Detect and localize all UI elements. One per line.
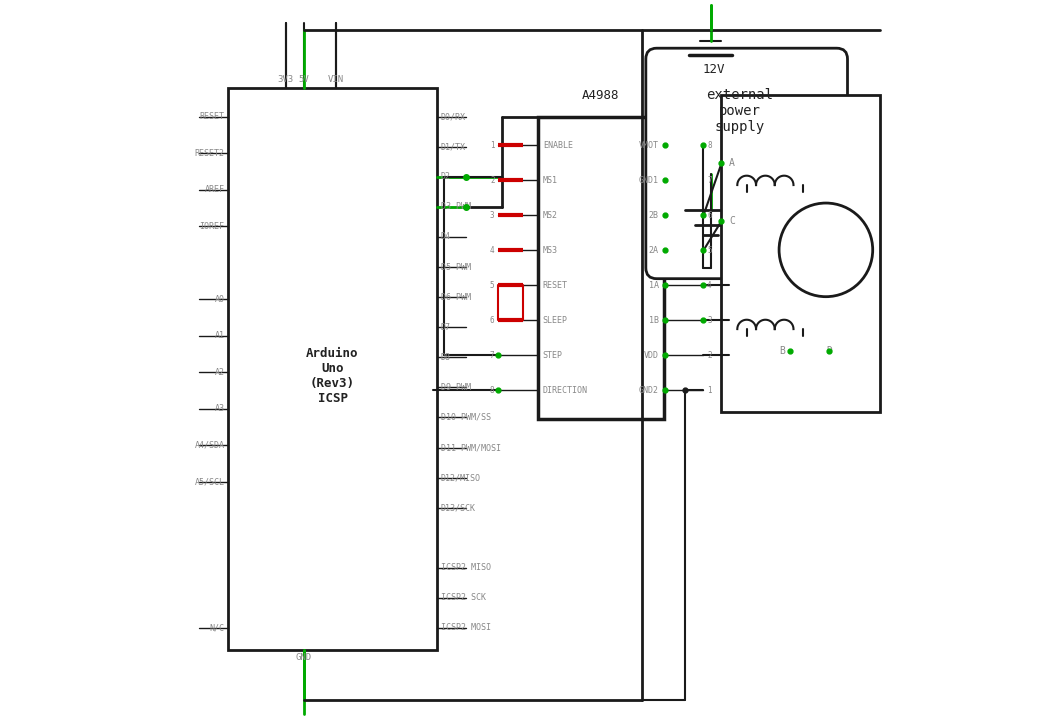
Text: GND: GND (296, 653, 312, 662)
Text: RESET: RESET (543, 281, 568, 290)
Text: D6 PWM: D6 PWM (441, 293, 470, 301)
Text: B: B (780, 346, 785, 356)
Text: ICSP2 SCK: ICSP2 SCK (441, 594, 486, 602)
Text: A4988: A4988 (582, 88, 620, 101)
Text: 5: 5 (490, 281, 494, 290)
Text: D13/SCK: D13/SCK (441, 503, 475, 512)
Text: 6: 6 (490, 316, 494, 325)
Text: D8: D8 (441, 353, 450, 362)
Text: 12V: 12V (703, 63, 725, 76)
Text: 5: 5 (707, 246, 711, 255)
Text: 2B: 2B (649, 211, 659, 220)
FancyBboxPatch shape (721, 95, 880, 412)
Text: ICSP2 MOSI: ICSP2 MOSI (441, 623, 490, 633)
Text: A3: A3 (215, 404, 225, 414)
Text: 4: 4 (707, 281, 711, 290)
Text: MS2: MS2 (543, 211, 558, 220)
Text: MS3: MS3 (543, 246, 558, 255)
Text: 8: 8 (707, 141, 711, 150)
Text: A0: A0 (215, 295, 225, 304)
Text: D2: D2 (441, 172, 450, 181)
Text: D9 PWM: D9 PWM (441, 383, 470, 392)
Text: MS1: MS1 (543, 176, 558, 185)
Text: A1: A1 (215, 331, 225, 341)
Text: 6: 6 (707, 211, 711, 220)
FancyBboxPatch shape (228, 87, 437, 649)
Text: A: A (729, 158, 736, 168)
Text: STEP: STEP (543, 351, 563, 360)
Text: 8: 8 (490, 386, 494, 395)
Text: IOREF: IOREF (199, 222, 225, 231)
Text: RESET: RESET (199, 112, 225, 121)
Text: Arduino
Uno
(Rev3)
ICSP: Arduino Uno (Rev3) ICSP (307, 347, 358, 405)
Text: D7: D7 (441, 322, 450, 332)
Text: 3V3: 3V3 (277, 75, 294, 84)
Text: SLEEP: SLEEP (543, 316, 568, 325)
Text: D11 PWM/MOSI: D11 PWM/MOSI (441, 443, 501, 452)
Text: GND1: GND1 (639, 176, 659, 185)
Text: C: C (729, 216, 736, 226)
Text: VIN: VIN (328, 75, 345, 84)
Text: 2A: 2A (649, 246, 659, 255)
Text: D12/MISO: D12/MISO (441, 473, 481, 482)
Text: A5/SCL: A5/SCL (195, 477, 225, 487)
Circle shape (779, 203, 873, 296)
Text: VDD: VDD (644, 351, 659, 360)
Text: A2: A2 (215, 368, 225, 377)
Text: VMOT: VMOT (639, 141, 659, 150)
Text: A4/SDA: A4/SDA (195, 441, 225, 450)
Text: 7: 7 (707, 176, 711, 185)
Text: D3 PWM: D3 PWM (441, 202, 470, 211)
FancyBboxPatch shape (646, 48, 847, 278)
Text: 1: 1 (707, 386, 711, 395)
Text: AREF: AREF (204, 185, 225, 194)
Text: external
power
supply: external power supply (706, 87, 773, 134)
Text: D5 PWM: D5 PWM (441, 262, 470, 272)
Text: GND2: GND2 (639, 386, 659, 395)
Text: 1A: 1A (649, 281, 659, 290)
Text: 2: 2 (707, 351, 711, 360)
Text: ENABLE: ENABLE (543, 141, 572, 150)
Text: D10 PWM/SS: D10 PWM/SS (441, 413, 490, 422)
Text: 2: 2 (490, 176, 494, 185)
FancyBboxPatch shape (538, 116, 664, 419)
Text: 3: 3 (707, 316, 711, 325)
Text: 4: 4 (490, 246, 494, 255)
Text: ICSP2 MISO: ICSP2 MISO (441, 563, 490, 573)
Text: 3: 3 (490, 211, 494, 220)
Text: 7: 7 (490, 351, 494, 360)
Text: D4: D4 (441, 232, 450, 241)
Text: D1/TX: D1/TX (441, 142, 466, 151)
Text: 1: 1 (490, 141, 494, 150)
Text: RESET2: RESET2 (195, 149, 225, 158)
Text: D0/RX: D0/RX (441, 112, 466, 121)
Text: N/C: N/C (210, 623, 225, 633)
Text: DIRECTION: DIRECTION (543, 386, 588, 395)
Text: D: D (826, 346, 833, 356)
Text: 5V: 5V (298, 75, 309, 84)
Text: 1B: 1B (649, 316, 659, 325)
